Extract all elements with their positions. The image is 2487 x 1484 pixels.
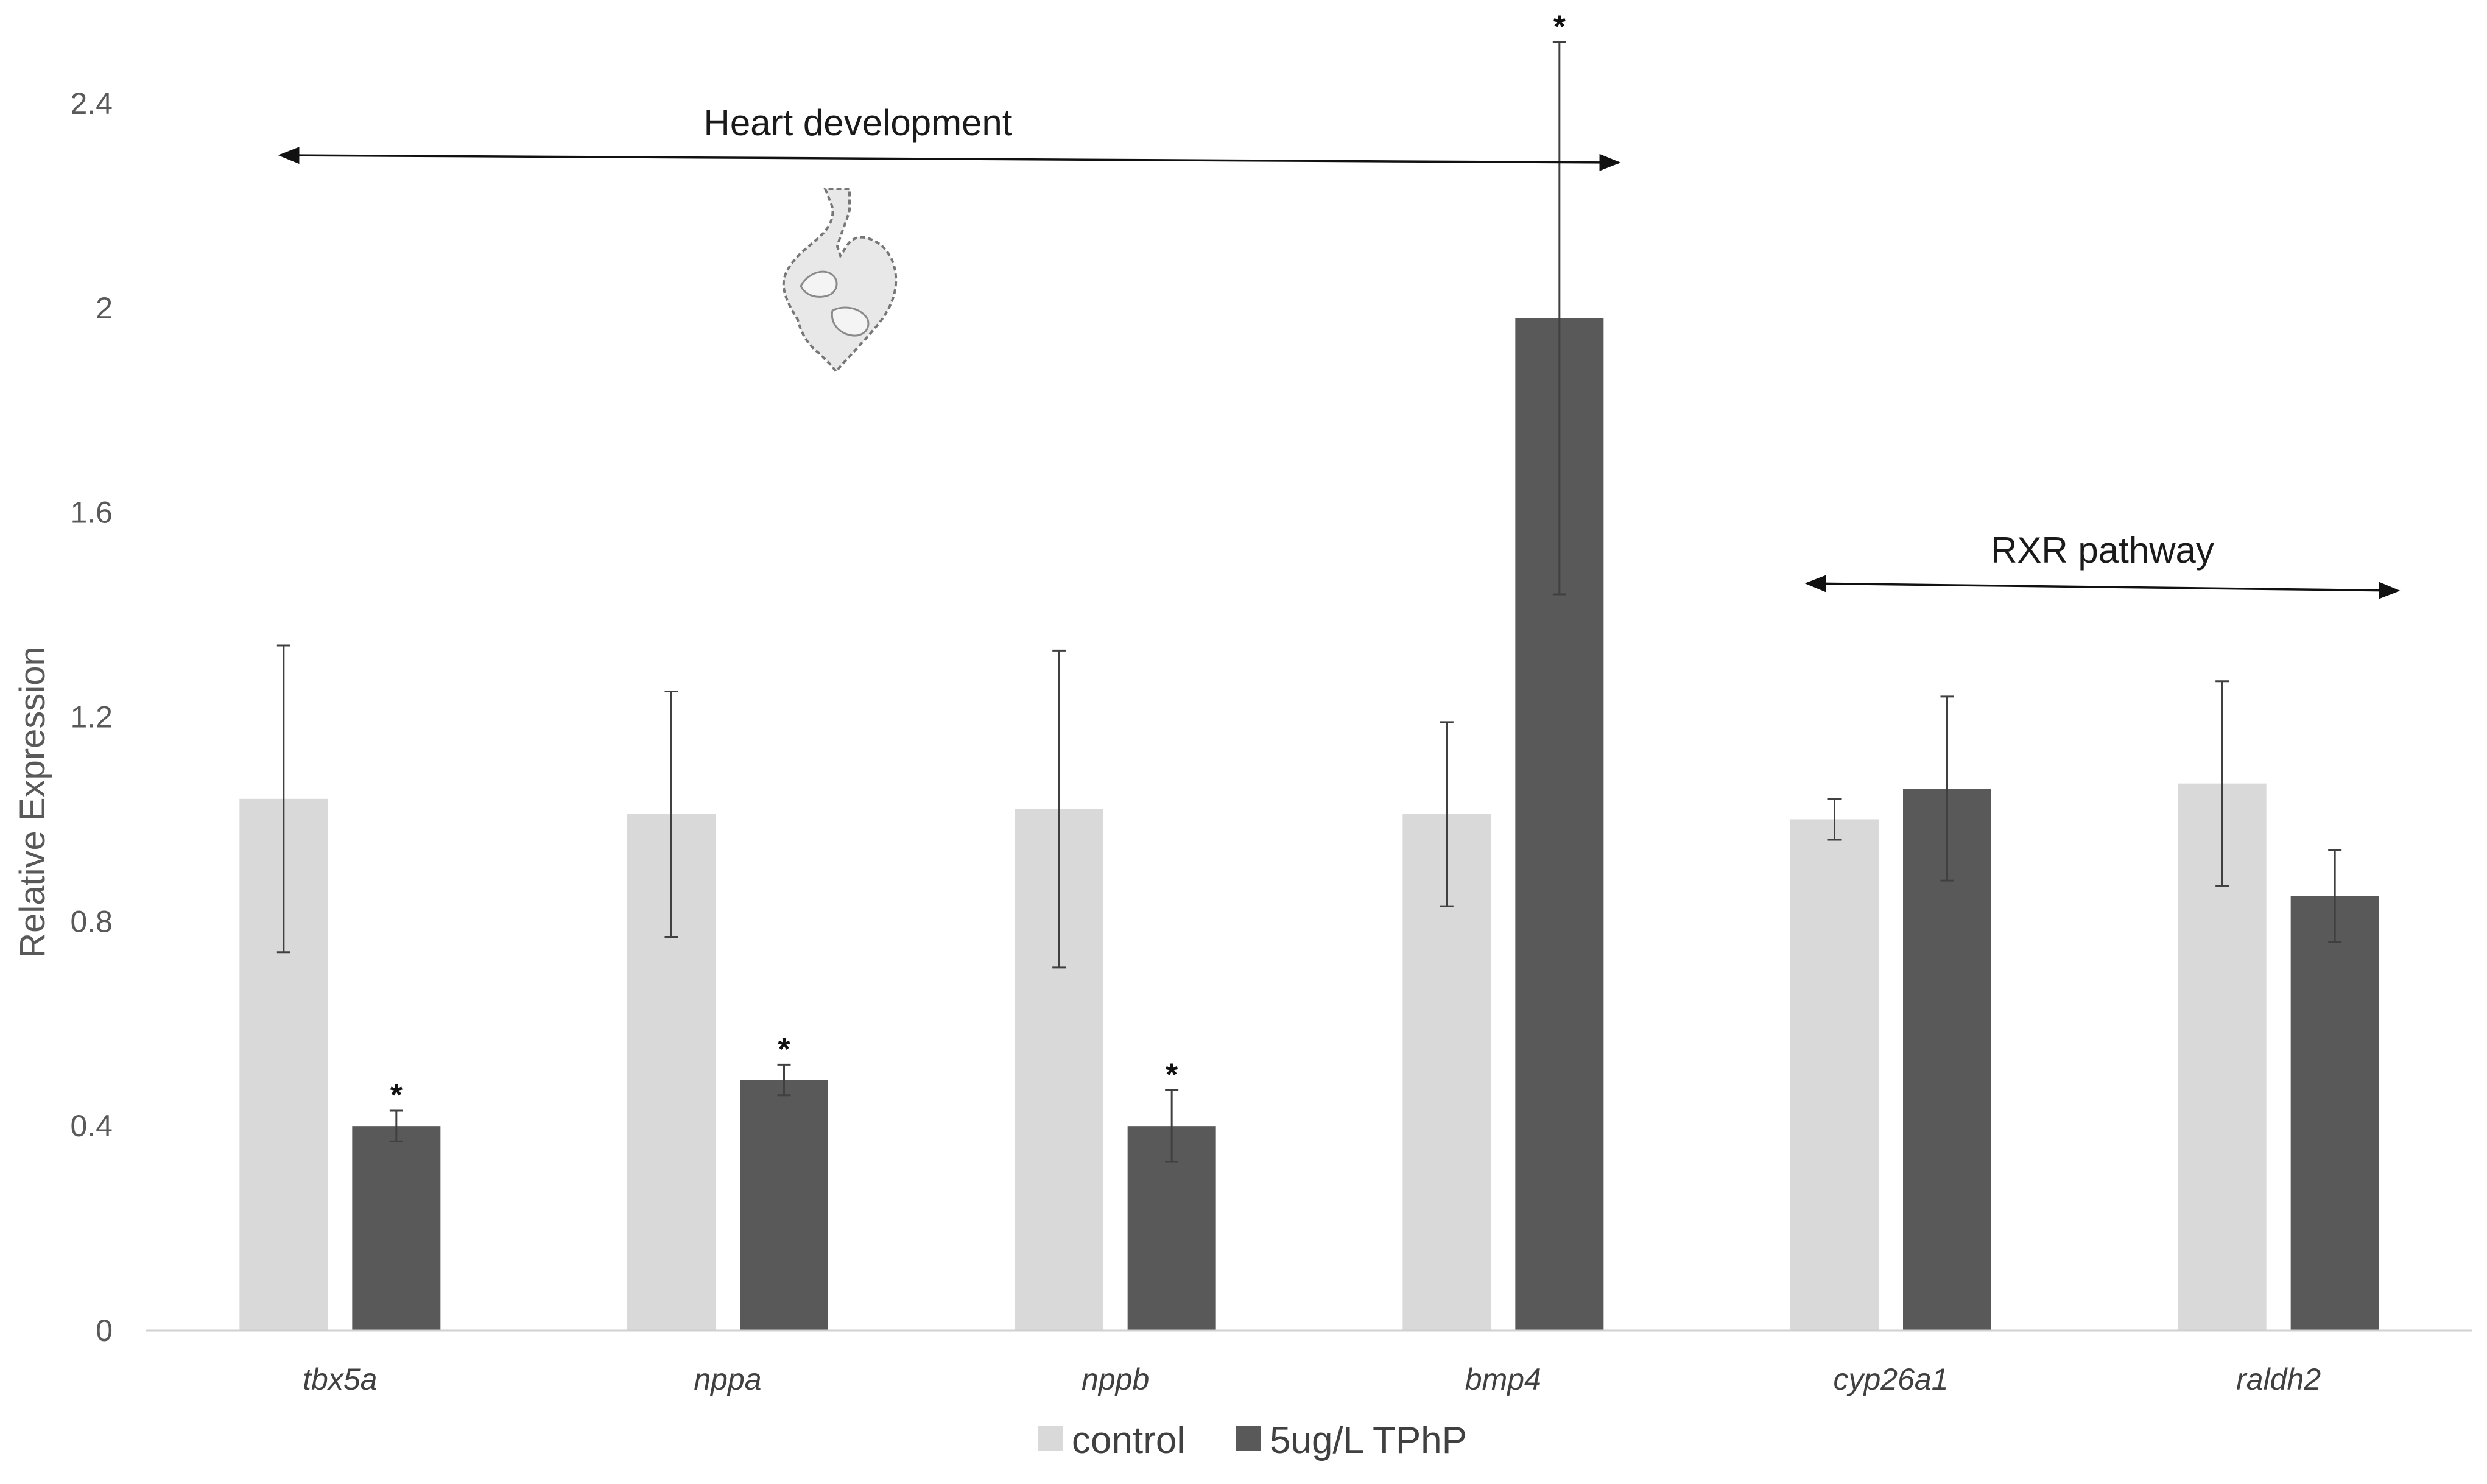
axes-layer: 0 0.4 0.8 1.2 1.6 2 2.4 Relative Expression tbx5… bbox=[13, 86, 2472, 1396]
annotations-layer: Heart development RXR pathway bbox=[278, 102, 2401, 599]
y-tick-label: 1.6 bbox=[70, 496, 113, 530]
error-bars-layer: * * * * bbox=[276, 9, 2342, 1163]
x-tick-label-tbx5a: tbx5a bbox=[303, 1362, 377, 1396]
legend-swatch-treatment bbox=[1236, 1426, 1261, 1451]
bar-cyp26a1-control bbox=[1790, 819, 1879, 1331]
y-tick-label: 2 bbox=[96, 291, 113, 325]
x-tick-label-raldh2: raldh2 bbox=[2236, 1362, 2321, 1396]
heart-ventricle bbox=[831, 306, 870, 337]
heart-outline bbox=[782, 188, 898, 374]
annotation-arrow bbox=[278, 147, 1621, 171]
y-tick-label: 1.2 bbox=[70, 700, 113, 734]
significance-asterisk: * bbox=[778, 1032, 790, 1067]
y-tick-label: 0 bbox=[96, 1313, 113, 1348]
annotation-label: Heart development bbox=[704, 102, 1013, 143]
x-tick-label-bmp4: bmp4 bbox=[1465, 1362, 1541, 1396]
y-tick-label: 0.4 bbox=[70, 1109, 113, 1143]
x-tick-label-cyp26a1: cyp26a1 bbox=[1833, 1362, 1948, 1396]
y-tick-label: 2.4 bbox=[70, 86, 113, 121]
x-tick-label-nppb: nppb bbox=[1082, 1362, 1149, 1396]
legend-swatch-control bbox=[1038, 1426, 1063, 1451]
bar-tbx5a-treatment bbox=[352, 1126, 441, 1331]
legend-label-treatment: 5ug/L TPhP bbox=[1270, 1419, 1467, 1461]
y-axis-title: Relative Expression bbox=[13, 646, 52, 958]
bar-nppa-treatment bbox=[740, 1080, 828, 1331]
y-tick-label: 0.8 bbox=[70, 904, 113, 938]
bar-raldh2-treatment bbox=[2290, 896, 2379, 1331]
significance-asterisk: * bbox=[1166, 1057, 1178, 1092]
annotation-arrow bbox=[1804, 575, 2401, 599]
legend-layer: control 5ug/L TPhP bbox=[1038, 1419, 1467, 1461]
significance-asterisk: * bbox=[390, 1078, 403, 1113]
annotation-label: RXR pathway bbox=[1991, 530, 2214, 571]
legend-label-control: control bbox=[1072, 1419, 1185, 1461]
heart-development-illustration-icon bbox=[782, 188, 898, 374]
significance-asterisk: * bbox=[1553, 9, 1566, 44]
x-tick-label-nppa: nppa bbox=[694, 1362, 761, 1396]
heart-chamber bbox=[800, 270, 838, 298]
bars-layer bbox=[239, 318, 2379, 1331]
